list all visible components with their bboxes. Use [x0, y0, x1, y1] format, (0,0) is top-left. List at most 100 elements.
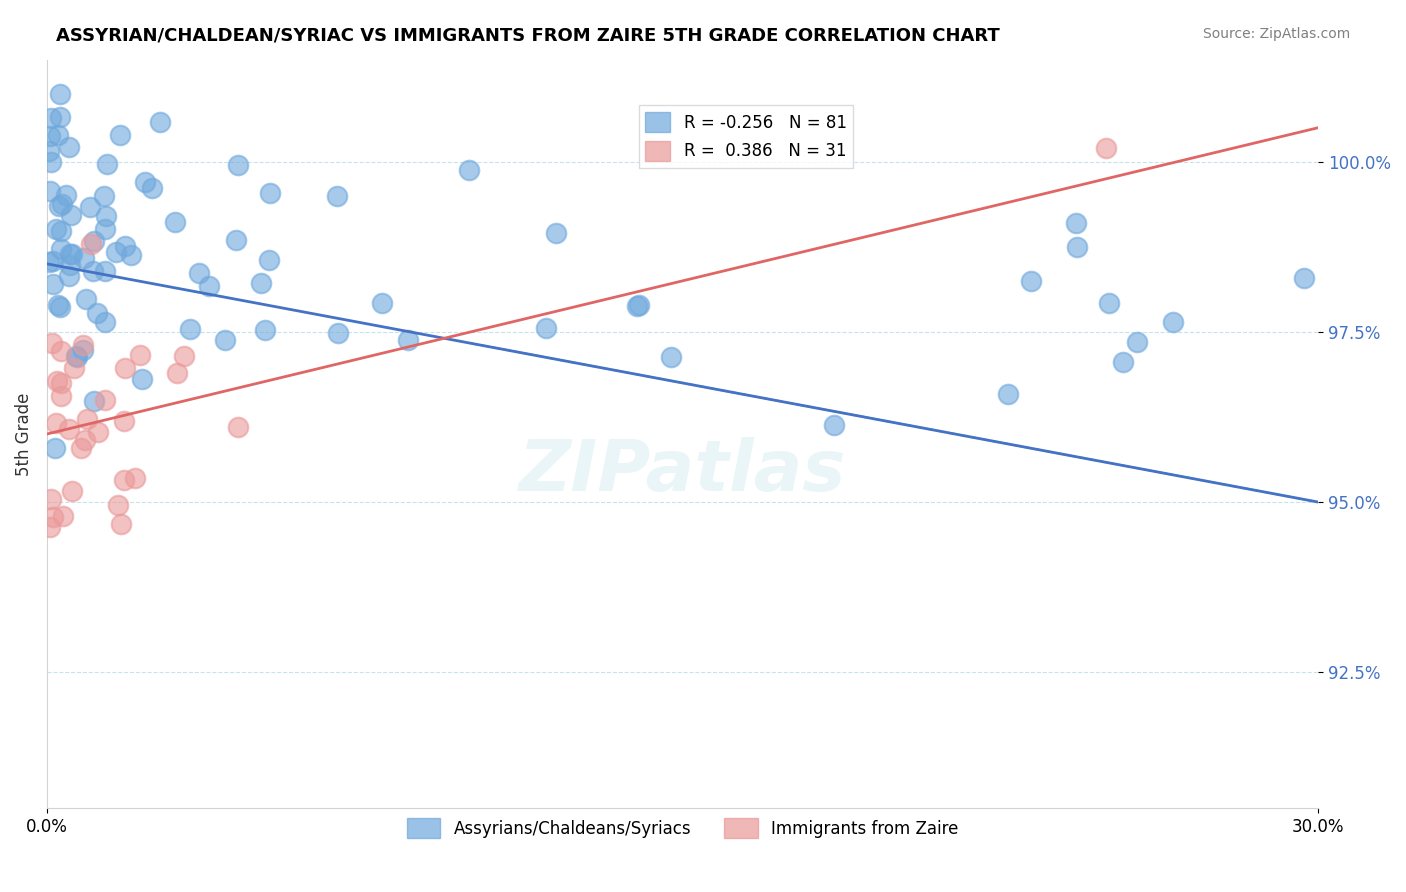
Point	[94, 222, 117, 236]
Point	[76, 412, 98, 426]
Point	[87, 425, 110, 440]
Point	[58, 422, 80, 436]
Point	[110, 516, 132, 531]
Point	[94, 264, 117, 278]
Point	[107, 498, 129, 512]
Point	[82, 263, 104, 277]
Point	[38, 128, 60, 143]
Point	[179, 322, 201, 336]
Point	[39, 520, 62, 534]
Point	[49, 242, 72, 256]
Point	[45, 417, 67, 431]
Point	[114, 239, 136, 253]
Point	[83, 234, 105, 248]
Point	[59, 208, 82, 222]
Point	[39, 155, 62, 169]
Point	[58, 140, 80, 154]
Point	[198, 279, 221, 293]
Point	[1126, 335, 1149, 350]
Point	[129, 348, 152, 362]
Point	[114, 360, 136, 375]
Point	[86, 306, 108, 320]
Point	[58, 269, 80, 284]
Point	[253, 323, 276, 337]
Point	[59, 258, 82, 272]
Point	[131, 372, 153, 386]
Point	[72, 343, 94, 358]
Point	[65, 349, 87, 363]
Point	[44, 441, 66, 455]
Legend: Assyrians/Chaldeans/Syriacs, Immigrants from Zaire: Assyrians/Chaldeans/Syriacs, Immigrants …	[401, 812, 965, 845]
Point	[1294, 271, 1316, 285]
Point	[214, 334, 236, 348]
Point	[49, 376, 72, 390]
Point	[66, 350, 89, 364]
Point	[1161, 314, 1184, 328]
Point	[51, 389, 73, 403]
Point	[39, 491, 62, 506]
Point	[124, 471, 146, 485]
Point	[93, 189, 115, 203]
Point	[94, 315, 117, 329]
Point	[75, 292, 97, 306]
Point	[70, 441, 93, 455]
Point	[163, 215, 186, 229]
Point	[45, 222, 67, 236]
Point	[42, 277, 65, 292]
Point	[49, 300, 72, 314]
Point	[112, 414, 135, 428]
Point	[626, 299, 648, 313]
Point	[166, 366, 188, 380]
Point	[49, 224, 72, 238]
Point	[63, 360, 86, 375]
Point	[51, 197, 73, 211]
Point	[42, 253, 65, 268]
Point	[52, 508, 75, 523]
Point	[104, 245, 127, 260]
Point	[108, 128, 131, 143]
Y-axis label: 5th Grade: 5th Grade	[15, 392, 32, 475]
Point	[225, 233, 247, 247]
Point	[823, 417, 845, 432]
Point	[1019, 274, 1042, 288]
Point	[41, 336, 63, 351]
Point	[62, 483, 84, 498]
Point	[72, 337, 94, 351]
Point	[326, 188, 349, 202]
Point	[173, 350, 195, 364]
Point	[96, 157, 118, 171]
Point	[60, 247, 83, 261]
Point	[93, 393, 115, 408]
Point	[83, 394, 105, 409]
Point	[134, 175, 156, 189]
Point	[1112, 355, 1135, 369]
Point	[39, 112, 62, 126]
Point	[546, 226, 568, 240]
Text: ASSYRIAN/CHALDEAN/SYRIAC VS IMMIGRANTS FROM ZAIRE 5TH GRADE CORRELATION CHART: ASSYRIAN/CHALDEAN/SYRIAC VS IMMIGRANTS F…	[56, 27, 1000, 45]
Point	[326, 326, 349, 340]
Point	[46, 297, 69, 311]
Point	[46, 128, 69, 142]
Point	[49, 343, 72, 358]
Point	[370, 295, 392, 310]
Point	[536, 321, 558, 335]
Point	[1064, 216, 1087, 230]
Text: Source: ZipAtlas.com: Source: ZipAtlas.com	[1202, 27, 1350, 41]
Point	[59, 246, 82, 260]
Point	[73, 252, 96, 266]
Point	[226, 420, 249, 434]
Point	[659, 350, 682, 364]
Point	[96, 210, 118, 224]
Point	[49, 110, 72, 124]
Point	[38, 144, 60, 158]
Point	[997, 386, 1019, 401]
Point	[42, 509, 65, 524]
Point	[73, 434, 96, 448]
Point	[141, 181, 163, 195]
Point	[458, 163, 481, 178]
Point	[38, 184, 60, 198]
Point	[259, 186, 281, 201]
Point	[112, 474, 135, 488]
Point	[627, 298, 650, 312]
Point	[38, 255, 60, 269]
